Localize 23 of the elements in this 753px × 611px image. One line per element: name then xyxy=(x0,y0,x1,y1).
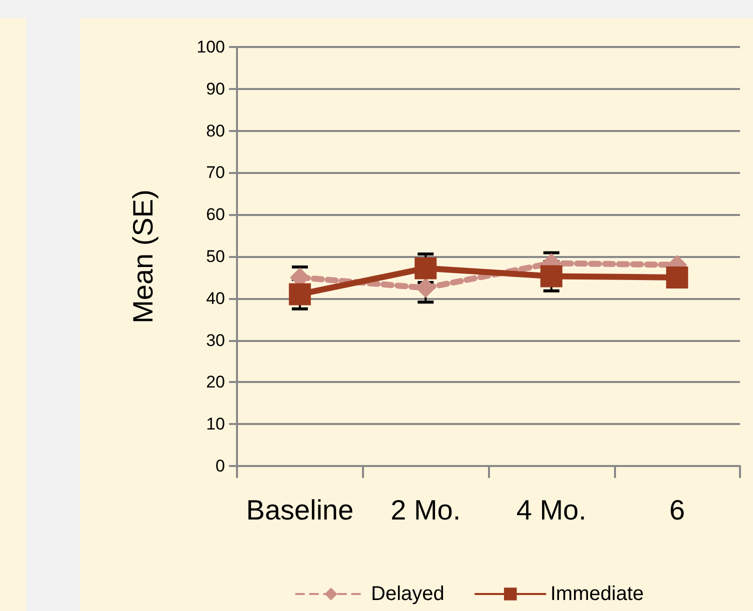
legend-label: Immediate xyxy=(550,583,644,605)
y-tick-label: 30 xyxy=(206,330,225,350)
y-tick-label: 10 xyxy=(206,414,225,434)
legend-label: Delayed xyxy=(371,583,444,605)
y-tick-label: 90 xyxy=(206,79,225,98)
y-tick-label: 100 xyxy=(196,38,225,56)
y-tick-label: 20 xyxy=(206,372,225,392)
point xyxy=(414,257,437,280)
y-tick-label: 60 xyxy=(206,205,225,224)
y-axis-title: Mean (SE) xyxy=(128,190,158,324)
point xyxy=(666,266,688,288)
x-tick-label: 4 Mo. xyxy=(516,494,586,526)
point xyxy=(288,283,311,306)
x-tick-label: 6 xyxy=(669,494,685,526)
y-tick-label: 50 xyxy=(206,247,225,266)
point xyxy=(416,278,436,298)
y-tick-label: 40 xyxy=(206,288,225,308)
y-tick-label: 0 xyxy=(216,456,225,476)
x-tick-label: Baseline xyxy=(246,494,354,526)
x-tick-label: 2 Mo. xyxy=(390,494,461,526)
point xyxy=(540,265,562,288)
y-tick-label: 80 xyxy=(206,121,225,140)
y-tick-label: 70 xyxy=(206,163,225,182)
